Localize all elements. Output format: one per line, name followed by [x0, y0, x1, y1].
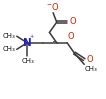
Text: $^{-}$O: $^{-}$O — [46, 1, 60, 12]
Text: CH₃: CH₃ — [85, 66, 98, 72]
Text: CH₃: CH₃ — [3, 46, 15, 52]
Text: N: N — [23, 38, 31, 48]
Text: O: O — [68, 32, 74, 41]
Text: ·: · — [52, 36, 56, 49]
Text: CH₃: CH₃ — [3, 33, 15, 39]
Text: $^{+}$: $^{+}$ — [29, 35, 35, 41]
Text: O: O — [70, 17, 76, 26]
Text: O: O — [87, 55, 93, 64]
Text: CH₃: CH₃ — [21, 58, 34, 64]
